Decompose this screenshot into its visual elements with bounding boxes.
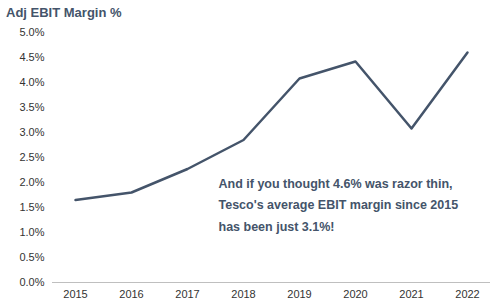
svg-text:4.5%: 4.5%: [19, 51, 44, 63]
svg-text:2015: 2015: [63, 288, 87, 300]
svg-text:2.0%: 2.0%: [19, 176, 44, 188]
svg-text:1.5%: 1.5%: [19, 201, 44, 213]
svg-text:0.5%: 0.5%: [19, 251, 44, 263]
svg-text:2022: 2022: [455, 288, 479, 300]
svg-text:2018: 2018: [231, 288, 255, 300]
svg-text:0.0%: 0.0%: [19, 276, 44, 288]
html-text:Adj EBIT Margin %: Adj EBIT Margin %: [6, 5, 122, 20]
svg-text:2021: 2021: [399, 288, 423, 300]
svg-text:2020: 2020: [343, 288, 367, 300]
svg-text:3.5%: 3.5%: [19, 101, 44, 113]
svg-text:2.5%: 2.5%: [19, 151, 44, 163]
svg-text:And if you thought 4.6% was ra: And if you thought 4.6% was razor thin,T…: [219, 177, 459, 234]
svg-text:3.0%: 3.0%: [19, 126, 44, 138]
svg-text:2019: 2019: [287, 288, 311, 300]
svg-text:2017: 2017: [175, 288, 199, 300]
svg-text:1.0%: 1.0%: [19, 226, 44, 238]
svg-text:4.0%: 4.0%: [19, 76, 44, 88]
svg-text:2016: 2016: [119, 288, 143, 300]
svg-text:5.0%: 5.0%: [19, 26, 44, 38]
